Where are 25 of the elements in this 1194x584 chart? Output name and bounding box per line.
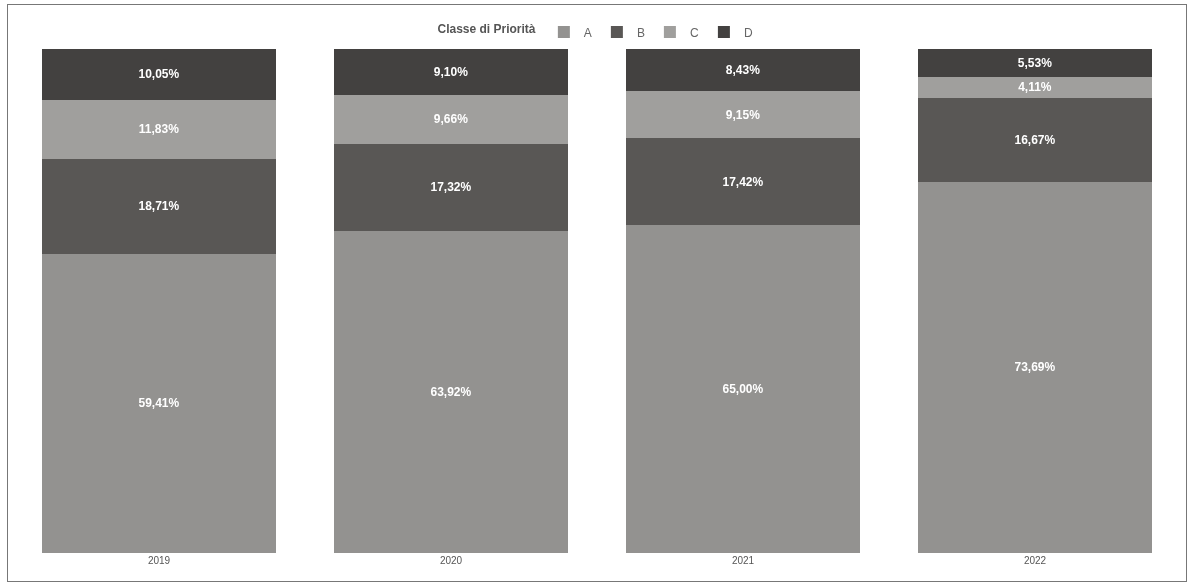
data-label: 5,53% — [1017, 55, 1053, 70]
data-label: 4,11% — [1018, 80, 1052, 95]
x-tick-label: 2021 — [731, 555, 755, 566]
data-label: 17,32% — [430, 180, 472, 195]
data-label: 17,42% — [722, 174, 764, 189]
legend-title: Classe di Priorità — [437, 22, 536, 37]
data-label: 59,41% — [138, 396, 180, 411]
data-label: 73,69% — [1014, 360, 1056, 375]
data-label: 16,67% — [1014, 132, 1056, 147]
x-tick-label: 2022 — [1023, 555, 1047, 566]
data-label: 63,92% — [430, 384, 472, 399]
data-label: 10,05% — [138, 67, 180, 82]
legend-label: D — [743, 25, 753, 40]
data-label: 8,43% — [725, 63, 761, 78]
data-label: 11,83% — [138, 122, 180, 137]
data-label: 9,10% — [433, 64, 469, 79]
legend-label: A — [583, 25, 592, 40]
x-tick-label: 2020 — [439, 555, 463, 566]
data-label: 9,15% — [725, 107, 761, 122]
data-label: 18,71% — [138, 199, 180, 214]
legend-label: B — [636, 25, 645, 40]
data-label: 9,66% — [433, 112, 469, 127]
x-tick-label: 2019 — [147, 555, 171, 566]
data-label: 65,00% — [722, 382, 764, 397]
legend-label: C — [689, 25, 699, 40]
